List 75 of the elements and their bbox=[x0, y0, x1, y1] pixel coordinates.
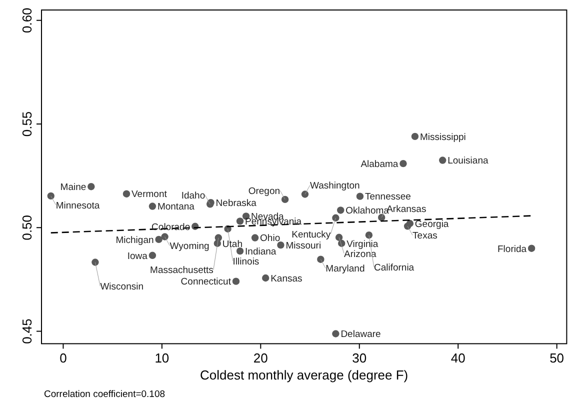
point bbox=[262, 274, 270, 282]
annotation: California bbox=[374, 262, 415, 274]
point bbox=[122, 190, 130, 198]
point bbox=[356, 192, 364, 200]
annotation: Kansas bbox=[270, 273, 303, 284]
annotation: Texas bbox=[412, 230, 438, 242]
x-tick-label: 50 bbox=[550, 350, 564, 366]
annotation: Idaho bbox=[181, 190, 206, 202]
annotation: Delaware bbox=[340, 329, 381, 340]
annotation: Montana bbox=[157, 202, 196, 213]
x-tick-label: 0 bbox=[60, 350, 67, 366]
point bbox=[155, 236, 162, 244]
point bbox=[236, 247, 244, 255]
x-tick-label: 10 bbox=[154, 350, 170, 366]
annotation: Pennsylvania bbox=[245, 216, 302, 228]
point bbox=[335, 234, 343, 241]
point bbox=[337, 206, 344, 214]
point bbox=[92, 258, 99, 266]
point bbox=[161, 233, 168, 240]
annotation: Connecticut bbox=[180, 276, 232, 288]
annotation: Florida bbox=[498, 244, 528, 255]
point bbox=[236, 218, 244, 225]
point bbox=[148, 252, 156, 260]
point bbox=[281, 196, 289, 204]
y-tick-label: 0.45 bbox=[20, 318, 34, 344]
annotation: Mississippi bbox=[420, 132, 466, 143]
point bbox=[400, 160, 407, 168]
point bbox=[251, 234, 259, 242]
point bbox=[404, 222, 412, 230]
point bbox=[232, 278, 240, 285]
annotation: Michigan bbox=[116, 234, 154, 246]
point bbox=[301, 190, 309, 198]
annotation: Indiana bbox=[245, 246, 277, 258]
point bbox=[88, 182, 95, 190]
annotation: Arizona bbox=[344, 248, 377, 260]
annotation: Massachusetts bbox=[150, 265, 214, 276]
annotation: Washington bbox=[310, 180, 360, 192]
annotation: Kentucky bbox=[292, 229, 331, 240]
annotation: Wyoming bbox=[170, 241, 210, 252]
annotation: Vermont bbox=[132, 189, 168, 200]
annotation: Virginia bbox=[346, 238, 379, 250]
annotation: Wisconsin bbox=[100, 282, 144, 293]
annotation: Tennessee bbox=[364, 192, 411, 203]
x-axis-title: Coldest monthly average (degree F) bbox=[200, 368, 408, 383]
point bbox=[332, 330, 340, 338]
point bbox=[439, 156, 446, 164]
annotation: Utah bbox=[222, 238, 242, 250]
y-tick-label: 0.50 bbox=[20, 214, 34, 240]
annotation: Georgia bbox=[414, 218, 450, 230]
point bbox=[528, 244, 536, 252]
point bbox=[317, 256, 324, 263]
point bbox=[47, 192, 54, 200]
x-tick-label: 30 bbox=[352, 350, 367, 366]
x-tick-label: 20 bbox=[253, 350, 268, 366]
point bbox=[365, 231, 373, 239]
x-tick-label: 40 bbox=[450, 350, 466, 366]
point bbox=[378, 214, 386, 222]
y-tick-label: 0.60 bbox=[20, 8, 34, 34]
y-tick-label: 0.55 bbox=[20, 111, 34, 137]
annotation: Illinois bbox=[232, 256, 260, 268]
text: Correlation coefficient=0.108 bbox=[44, 389, 166, 400]
point bbox=[411, 132, 419, 140]
point bbox=[148, 202, 156, 210]
point bbox=[277, 241, 284, 249]
annotation: Minnesota bbox=[56, 200, 100, 212]
annotation: Louisiana bbox=[448, 156, 489, 167]
point bbox=[332, 214, 340, 222]
annotation: Oregon bbox=[248, 186, 280, 197]
annotation: Maryland bbox=[326, 264, 365, 275]
annotation: Missouri bbox=[286, 240, 322, 252]
annotation: Iowa bbox=[127, 250, 148, 262]
annotation: Maine bbox=[60, 182, 86, 193]
annotation: Ohio bbox=[260, 233, 280, 244]
annotation: Nebraska bbox=[216, 198, 258, 209]
annotation: Alabama bbox=[360, 158, 399, 170]
